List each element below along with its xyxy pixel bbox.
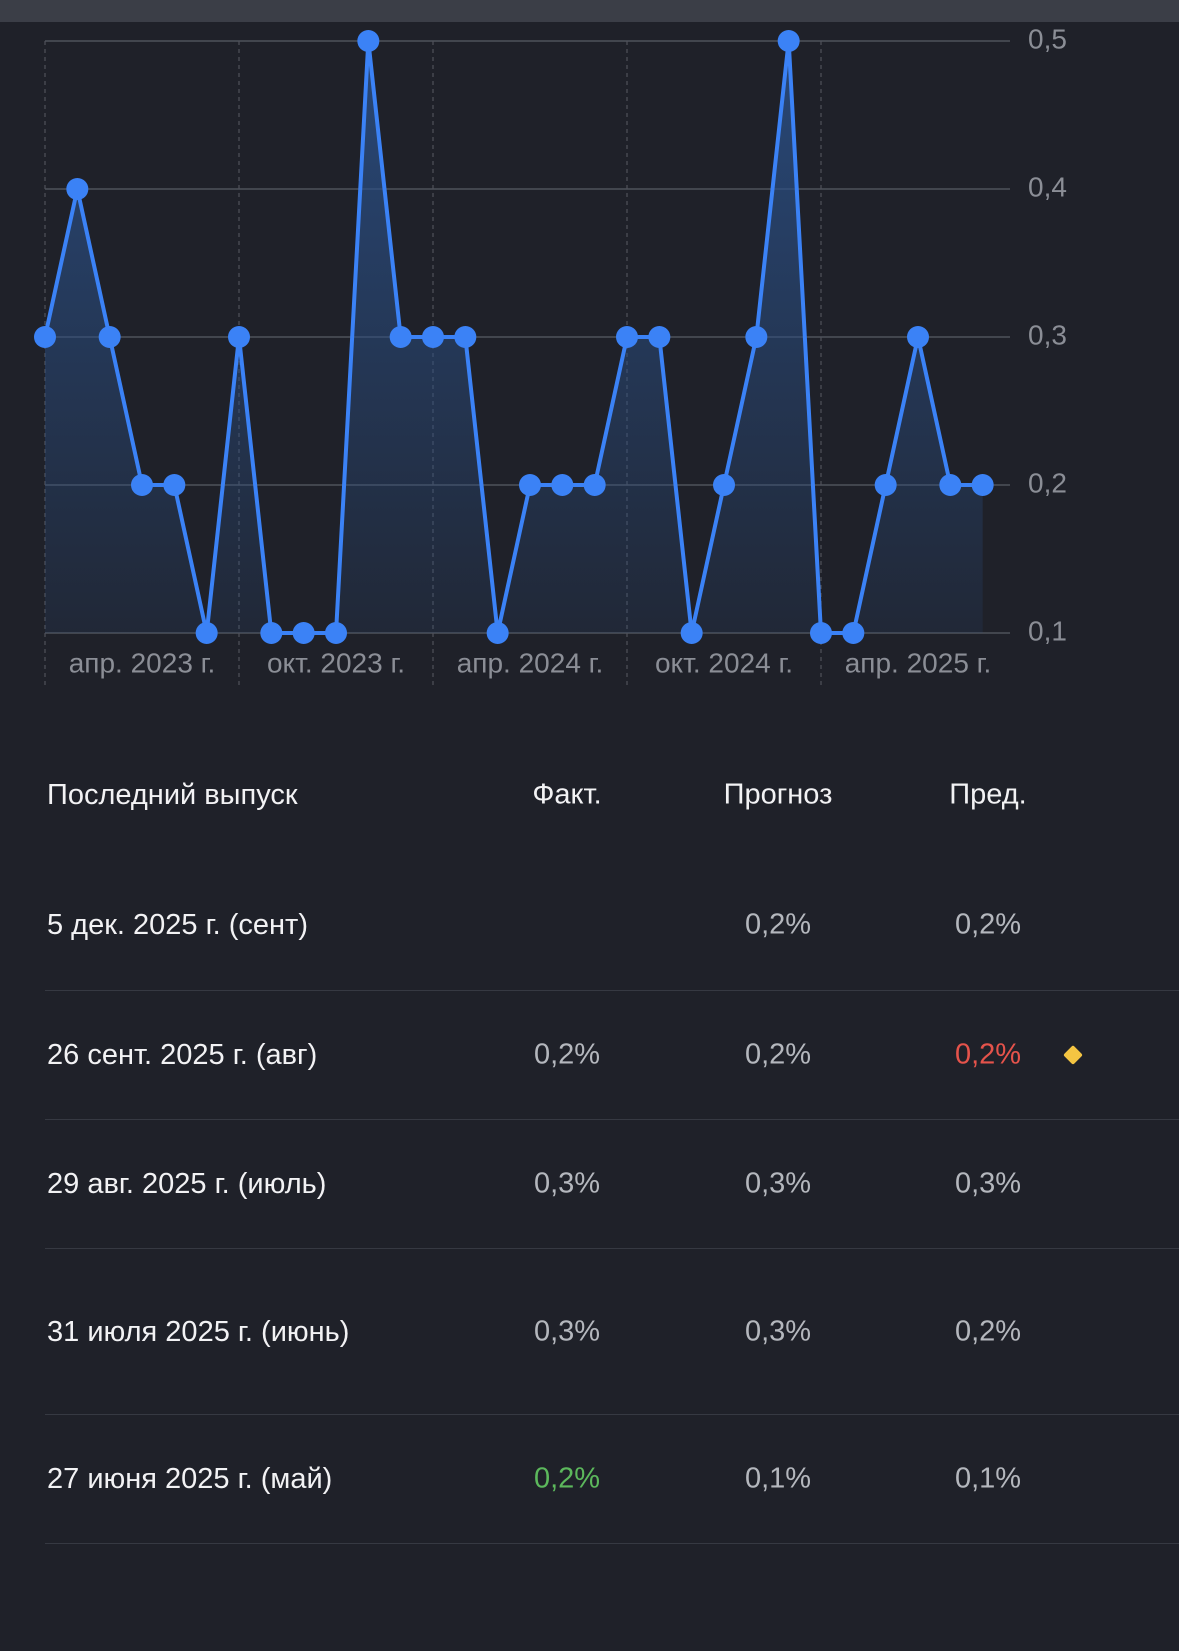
header-cell: Последний выпуск <box>47 779 298 811</box>
point <box>907 326 929 348</box>
value-cell: 0,2% <box>954 1315 1022 1348</box>
header-cell: Факт. <box>532 778 602 811</box>
point <box>745 326 768 348</box>
area <box>45 41 983 633</box>
point <box>874 474 897 496</box>
point <box>98 326 121 348</box>
value-cell: 0,2% <box>954 1038 1022 1071</box>
row-separator <box>45 1543 1179 1544</box>
point <box>422 326 444 348</box>
point <box>810 622 832 644</box>
revised-icon <box>1063 1045 1083 1065</box>
value-cell: 0,3% <box>533 1315 601 1348</box>
y-tick-label: 0,4 <box>1028 171 1067 202</box>
y-tick-label: 0,2 <box>1028 467 1067 498</box>
x-tick-label: апр. 2023 г. <box>69 647 216 678</box>
y-tick-label: 0,5 <box>1028 23 1067 54</box>
point <box>648 326 671 348</box>
value-cell: 0,3% <box>533 1167 601 1200</box>
chart: 0,1 0,2 0,3 0,4 0,5 апр. 2023 г. окт. 2023 г. а… <box>34 23 1067 685</box>
point <box>454 326 477 348</box>
point <box>260 622 283 644</box>
point <box>66 178 89 200</box>
point <box>777 30 800 52</box>
point <box>34 326 56 348</box>
row-separator <box>45 1248 1179 1249</box>
date-cell: 31 июля 2025 г. (июнь) <box>47 1316 350 1348</box>
row-separator <box>45 1414 1179 1415</box>
point <box>486 622 509 644</box>
value-cell: 0,3% <box>744 1167 812 1200</box>
point <box>842 622 865 644</box>
point <box>616 326 638 348</box>
y-tick-label: 0,3 <box>1028 319 1067 350</box>
value-cell: 0,2% <box>533 1462 601 1495</box>
header-cell: Прогноз <box>723 778 833 811</box>
value-cell: 0,3% <box>954 1167 1022 1200</box>
point <box>163 474 186 496</box>
point <box>551 474 574 496</box>
top-bar <box>0 0 1179 22</box>
value-cell: 0,2% <box>533 1038 601 1071</box>
row-separator <box>45 990 1179 991</box>
point <box>939 474 962 496</box>
point <box>131 474 153 496</box>
date-cell: 5 дек. 2025 г. (сент) <box>47 909 308 941</box>
value-cell: 0,2% <box>744 1038 812 1071</box>
row-separator <box>45 1119 1179 1120</box>
x-tick-label: окт. 2024 г. <box>655 647 793 678</box>
y-tick-label: 0,1 <box>1028 615 1067 646</box>
point <box>292 622 315 644</box>
value-cell: 0,1% <box>744 1462 812 1495</box>
point <box>389 326 412 348</box>
value-cell: 0,3% <box>744 1315 812 1348</box>
point <box>971 474 994 496</box>
x-tick-label: апр. 2025 г. <box>845 647 992 678</box>
value-cell: 0,2% <box>744 908 812 941</box>
date-cell: 27 июня 2025 г. (май) <box>47 1463 333 1495</box>
point <box>583 474 606 496</box>
value-cell: 0,2% <box>954 908 1022 941</box>
point <box>713 474 735 496</box>
value-cell: 0,1% <box>954 1462 1022 1495</box>
point <box>325 622 347 644</box>
point <box>519 474 541 496</box>
point <box>357 30 380 52</box>
date-cell: 29 авг. 2025 г. (июль) <box>47 1168 327 1200</box>
point <box>228 326 250 348</box>
point <box>195 622 218 644</box>
x-tick-label: окт. 2023 г. <box>267 647 405 678</box>
x-tick-label: апр. 2024 г. <box>457 647 604 678</box>
header-cell: Пред. <box>949 778 1027 811</box>
date-cell: 26 сент. 2025 г. (авг) <box>47 1039 318 1071</box>
point <box>680 622 703 644</box>
